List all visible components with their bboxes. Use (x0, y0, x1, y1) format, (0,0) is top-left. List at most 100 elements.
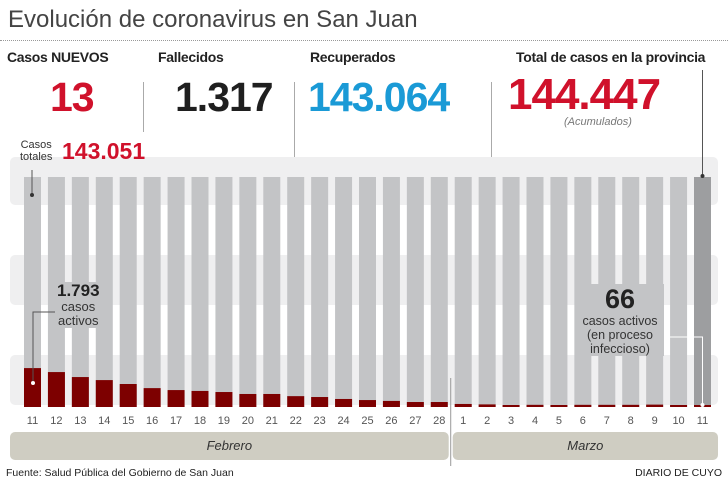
brand: DIARIO DE CUYO (635, 467, 722, 479)
last-active-label-2: (en proceso (586, 328, 653, 342)
total-bar (215, 177, 233, 407)
x-tick-label: 11 (697, 415, 708, 427)
active-bar (526, 404, 544, 407)
last-active-value: 66 (604, 284, 636, 314)
x-tick-label: 16 (146, 415, 158, 427)
active-bar (478, 404, 496, 407)
active-bar (287, 396, 305, 407)
x-tick-label: 26 (385, 415, 397, 427)
total-cases-label-top: Casos (20, 139, 52, 151)
x-tick-label: 8 (628, 415, 634, 427)
total-value: 144.447 (508, 70, 661, 119)
divider (491, 82, 492, 177)
last-active-label-3: infeccioso) (590, 342, 650, 356)
total-bar (454, 177, 472, 407)
active-bar (47, 372, 65, 407)
active-bar (359, 400, 376, 407)
x-tick-label: 7 (604, 415, 610, 427)
page-title: Evolución de coronavirus en San Juan (8, 6, 418, 33)
first-active-label-2: activos (58, 313, 99, 328)
x-tick-label: 20 (242, 415, 254, 427)
recovered-value: 143.064 (308, 74, 450, 120)
active-bar (646, 404, 664, 407)
total-note: (Acumulados) (564, 116, 632, 128)
active-bar (335, 398, 353, 407)
x-tick-label: 25 (361, 415, 373, 427)
x-tick-label: 3 (508, 415, 514, 427)
x-tick-label: 13 (74, 415, 86, 427)
month-label: Marzo (567, 438, 603, 453)
x-tick-label: 22 (290, 415, 302, 427)
active-bar (215, 392, 233, 407)
active-bar (382, 400, 400, 407)
leader-dot (30, 193, 34, 197)
active-bar (95, 380, 113, 407)
total-bar (694, 177, 711, 407)
new-cases-label: Casos NUEVOS (7, 49, 109, 65)
active-bar (502, 405, 520, 407)
first-active-value: 1.793 (57, 281, 100, 300)
month-label: Febrero (207, 438, 253, 453)
x-tick-label: 11 (27, 415, 38, 427)
active-bar (239, 393, 257, 407)
x-tick-label: 10 (672, 415, 684, 427)
month-band (452, 432, 718, 460)
deaths-value: 1.317 (175, 74, 274, 120)
leader-dot (700, 403, 705, 407)
total-bar (143, 177, 161, 407)
total-bar (478, 177, 496, 407)
deaths-label: Fallecidos (158, 49, 224, 65)
x-tick-label: 21 (266, 415, 278, 427)
active-bar (263, 393, 281, 407)
x-tick-label: 27 (409, 415, 421, 427)
active-bar (24, 368, 41, 407)
divider (294, 82, 295, 177)
active-bar (574, 404, 592, 407)
x-tick-label: 18 (194, 415, 206, 427)
active-bar (167, 390, 185, 407)
leader-line (662, 336, 703, 405)
active-bar (311, 397, 329, 407)
active-bar (430, 402, 448, 407)
total-bar (119, 177, 137, 407)
total-bar (263, 177, 281, 407)
first-active-label: casos (61, 299, 96, 314)
total-bar (382, 177, 400, 407)
total-bar (502, 177, 520, 407)
divider (143, 82, 144, 132)
x-tick-label: 28 (433, 415, 445, 427)
total-bar (550, 177, 568, 407)
active-bar (454, 403, 472, 407)
total-bar (670, 177, 688, 407)
x-tick-label: 2 (484, 415, 490, 427)
active-bar (550, 405, 568, 407)
active-bar (191, 390, 209, 407)
x-tick-label: 19 (218, 415, 230, 427)
total-cases-label-bottom: totales (20, 151, 53, 163)
total-bar (311, 177, 329, 407)
x-tick-label: 6 (580, 415, 586, 427)
month-band (10, 432, 449, 460)
total-label: Total de casos en la provincia (516, 49, 706, 65)
total-bar (406, 177, 424, 407)
x-tick-label: 9 (652, 415, 658, 427)
total-bar (335, 177, 353, 407)
x-tick-label: 23 (314, 415, 326, 427)
total-bar (359, 177, 376, 407)
active-bar (406, 402, 424, 407)
x-tick-label: 1 (460, 415, 466, 427)
x-tick-label: 4 (532, 415, 538, 427)
active-bar (71, 377, 89, 407)
total-bar (95, 177, 113, 407)
last-active-label: casos activos (582, 314, 658, 328)
x-tick-label: 24 (337, 415, 349, 427)
active-bar (622, 404, 640, 407)
total-bar (24, 177, 41, 407)
active-bar (598, 404, 616, 407)
total-bar (239, 177, 257, 407)
x-tick-label: 12 (50, 415, 62, 427)
dotted-divider (0, 40, 728, 41)
x-tick-label: 14 (98, 415, 110, 427)
